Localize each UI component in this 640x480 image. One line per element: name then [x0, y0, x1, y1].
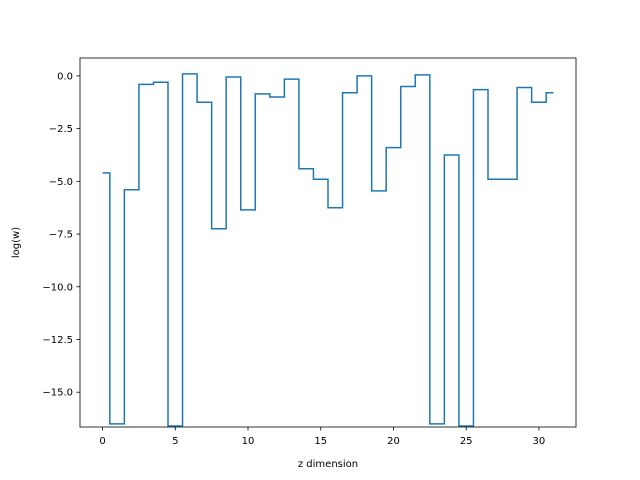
x-axis-label: z dimension — [298, 459, 358, 470]
x-tick-label: 30 — [533, 436, 546, 447]
x-tick-label: 5 — [172, 436, 178, 447]
x-tick-label: 10 — [242, 436, 255, 447]
y-tick-label: −15.0 — [42, 388, 73, 399]
axes-frame — [79, 57, 577, 428]
y-tick-label: −7.5 — [49, 230, 73, 241]
x-axis-ticks: 0 5 10 15 20 25 30 — [99, 427, 545, 447]
series-line — [102, 73, 554, 427]
y-tick-label: −12.5 — [42, 335, 73, 346]
y-tick-label: −5.0 — [49, 177, 73, 188]
axes-background — [80, 58, 576, 427]
y-tick-label: 0.0 — [57, 71, 73, 82]
y-tick-label: −10.0 — [42, 282, 73, 293]
plot-area — [79, 57, 577, 428]
y-axis-ticks: 0.0 −2.5 −5.0 −7.5 −10.0 −12.5 −15.0 — [42, 71, 80, 399]
x-tick-label: 20 — [387, 436, 400, 447]
y-tick-label: −2.5 — [49, 124, 73, 135]
x-tick-label: 25 — [460, 436, 473, 447]
x-tick-label: 0 — [99, 436, 105, 447]
x-tick-label: 15 — [314, 436, 327, 447]
y-axis-label: log(w) — [11, 227, 22, 258]
